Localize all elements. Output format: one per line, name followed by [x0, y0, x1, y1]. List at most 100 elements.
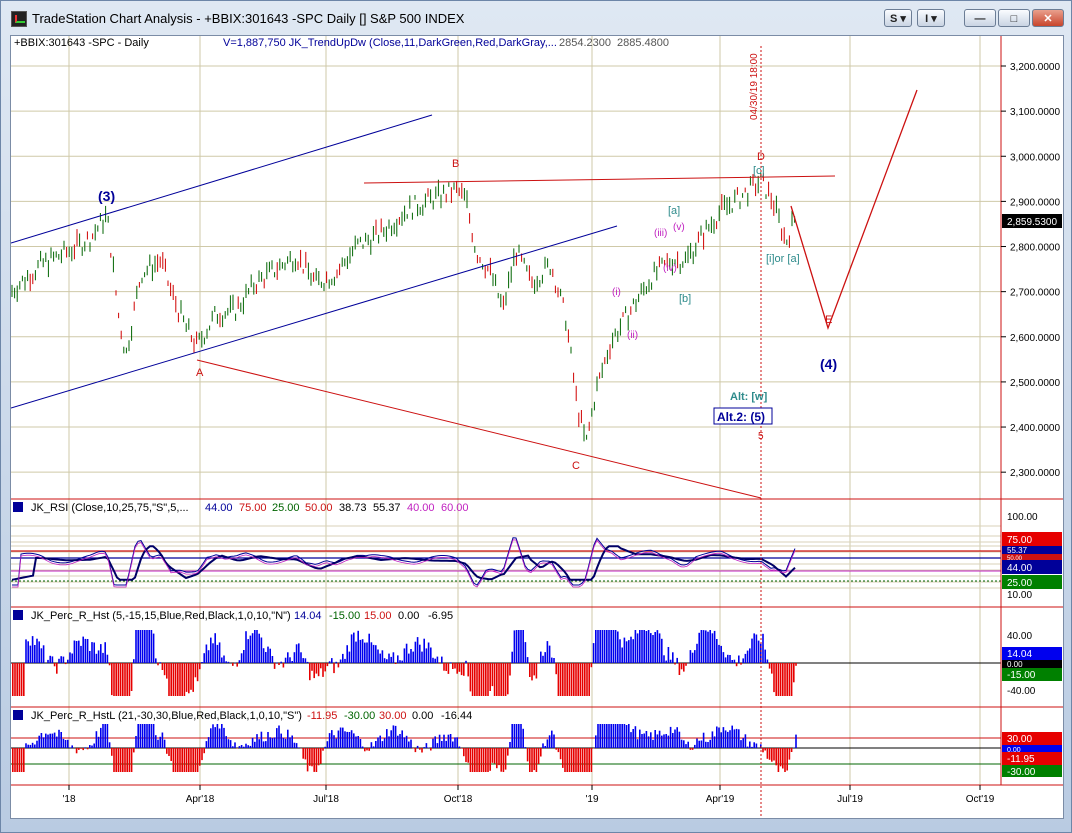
channel-upper-line[interactable]	[10, 114, 433, 244]
minimize-button[interactable]: —	[964, 9, 996, 27]
percr-bar	[221, 657, 223, 663]
triangle-lower-line[interactable]	[196, 359, 762, 499]
percrl-bar	[181, 748, 183, 772]
percr-bar	[289, 657, 291, 663]
percrl-bar	[401, 730, 403, 748]
price-axis[interactable]: 3,200.0000 3,100.0000 3,000.0000 2,900.0000…	[1001, 62, 1060, 479]
percr-bar	[753, 633, 755, 663]
percr-bar	[744, 653, 747, 663]
chart-canvas[interactable]: +BBIX:301643 -SPC - Daily V=1,887,750 JK…	[10, 36, 1063, 818]
percr-bar	[544, 652, 546, 663]
percrl-bar	[590, 748, 593, 772]
time-axis[interactable]: '18 Apr'18 Jul'18 Oct'18 '19 Apr'19 Jul'19 Oct'…	[62, 785, 995, 805]
percrl-bar	[201, 748, 203, 761]
price-tick-label: 2,600.0000	[1010, 333, 1060, 344]
i-menu-button[interactable]: I ▾	[917, 9, 945, 27]
percrl-bar	[443, 734, 445, 748]
percr-bar	[614, 630, 617, 663]
percr-bar	[80, 645, 82, 663]
percrl-bar	[377, 737, 379, 748]
percrl-bar	[724, 730, 727, 748]
percrl-bar	[311, 748, 313, 767]
percr-bar	[515, 630, 518, 663]
percr-bar	[372, 644, 375, 663]
percrl-bar	[577, 748, 579, 772]
percr-bar	[368, 633, 370, 663]
percrl-bar	[566, 748, 568, 772]
percr-bar	[755, 634, 758, 663]
percr-bar	[768, 663, 771, 669]
percrl-bar	[172, 748, 175, 772]
percr-bar	[172, 663, 175, 696]
percrl-bar	[243, 746, 245, 748]
title-bar[interactable]: TradeStation Chart Analysis - +BBIX:3016…	[1, 1, 1071, 35]
percrl-bar	[537, 748, 540, 764]
percr-tag-0	[1002, 660, 1062, 668]
percr-bar	[603, 630, 606, 663]
last-price-tag	[1002, 214, 1062, 228]
percrl-bar	[408, 741, 410, 748]
percrl-bar	[630, 732, 632, 748]
percrl-bar	[696, 738, 698, 748]
percr-bar	[542, 655, 544, 663]
triangle-upper-line[interactable]	[363, 175, 836, 184]
percrl-bar	[711, 731, 714, 748]
percr-bar	[313, 663, 315, 679]
percr-bar	[562, 663, 564, 696]
percrl-bar	[124, 748, 126, 772]
percr-bar	[260, 637, 263, 663]
percr-bar	[280, 661, 282, 663]
percrl-bar	[718, 727, 720, 748]
percrl-bar	[117, 748, 120, 772]
percrl-bar	[364, 748, 366, 752]
percr-bar	[672, 652, 674, 663]
last-price-value: 2,859.5300	[1007, 217, 1057, 228]
percr-bar	[496, 663, 498, 696]
percr-bar	[225, 661, 227, 663]
percr-bar	[735, 663, 738, 667]
s-menu-button[interactable]: S ▾	[884, 9, 912, 27]
percr-bar	[394, 663, 397, 664]
percr-bar	[724, 657, 727, 663]
percrl-bar	[254, 741, 256, 748]
percr-bar	[531, 663, 533, 681]
percr-bar	[326, 663, 329, 667]
close-button[interactable]: ✕	[1032, 9, 1064, 27]
percrl-bar	[273, 737, 276, 748]
percr-bar	[608, 630, 610, 663]
percrl-bar	[62, 738, 65, 748]
percr-bar	[214, 633, 216, 663]
percrl-bar	[225, 736, 227, 748]
percrl-bar	[128, 748, 131, 772]
wave-b-label: B	[452, 158, 459, 170]
channel-lower-line[interactable]	[10, 225, 618, 409]
percr-bar	[273, 663, 276, 669]
percrl-bar	[669, 726, 672, 748]
percrl-bar	[533, 748, 535, 771]
percrl-bar	[326, 741, 329, 748]
percr-bar	[575, 663, 577, 696]
chart-area[interactable]: +BBIX:301643 -SPC - Daily V=1,887,750 JK…	[10, 35, 1064, 819]
percrl-bar	[82, 748, 84, 751]
percr-bar	[436, 656, 439, 663]
percrl-bar	[764, 748, 766, 751]
percrl-bar	[53, 732, 56, 748]
maximize-button[interactable]: □	[998, 9, 1030, 27]
percrl-bar	[667, 735, 670, 748]
percr-bar	[698, 632, 700, 663]
percrl-bar	[190, 748, 192, 772]
projection-path[interactable]	[790, 89, 918, 331]
percrl-bar	[361, 746, 364, 748]
percr-bar	[91, 642, 93, 663]
percrl-bar	[570, 748, 573, 772]
percr-bar	[38, 641, 40, 663]
app-icon	[11, 11, 27, 27]
percr-bar	[597, 630, 599, 663]
percr-tag-14	[1002, 647, 1062, 660]
percr-bar	[727, 654, 729, 663]
percrl-bar	[467, 748, 469, 763]
percr-bar	[27, 641, 29, 663]
rsi-val-2: 75.00	[239, 502, 267, 514]
wave-c-bracket-label: [c]	[753, 165, 765, 177]
percrl-bar	[394, 725, 397, 748]
